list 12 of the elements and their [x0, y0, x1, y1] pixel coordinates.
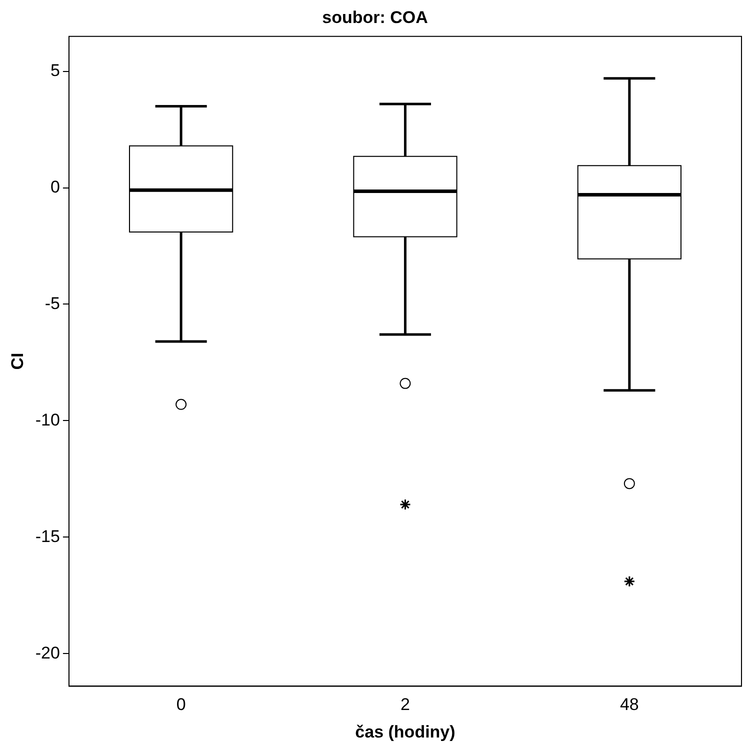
y-tick-label: -5 — [44, 294, 60, 313]
x-axis-title: čas (hodiny) — [355, 722, 456, 742]
x-tick-label: 2 — [400, 695, 410, 714]
y-tick-label: -15 — [35, 526, 60, 546]
y-tick-label: -20 — [35, 643, 60, 662]
y-axis-title: CI — [8, 352, 27, 370]
y-tick-label: 0 — [50, 177, 60, 196]
x-tick-label: 0 — [176, 695, 186, 714]
chart-title: soubor: COA — [322, 8, 428, 27]
y-tick-label: -10 — [35, 410, 60, 430]
y-tick-label: 5 — [50, 61, 60, 80]
x-tick-label: 48 — [620, 695, 639, 714]
